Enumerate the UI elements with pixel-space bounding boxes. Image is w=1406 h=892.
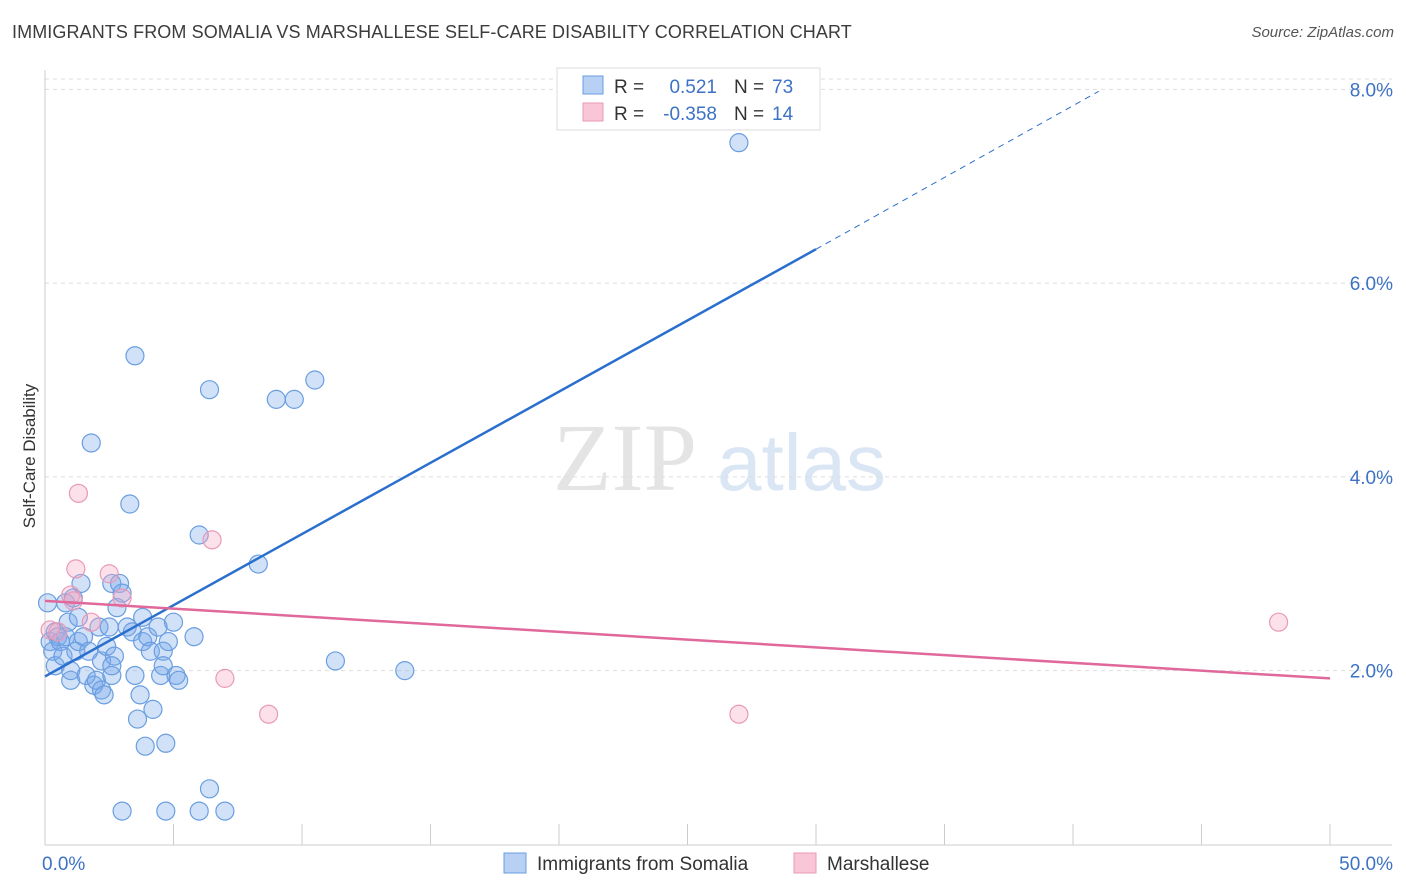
somalia-point-0 [37, 593, 58, 613]
marshallese-point-13 [1268, 612, 1289, 632]
y-tick-labels: 2.0% 4.0% 6.0% 8.0% [1350, 80, 1393, 682]
somalia-point-43 [127, 709, 148, 729]
marshallese-point-8 [112, 588, 132, 608]
somalia-trend-line [44, 248, 817, 678]
somalia-point-68 [266, 389, 286, 409]
marshallese-point-4 [66, 559, 86, 579]
marshallese-trend-line [44, 599, 1331, 680]
somalia-trend-extension [815, 90, 1099, 250]
stats-legend: R = 0.521 N = 73 R = -0.358 N = 14 [556, 67, 821, 131]
watermark-zip: ZIP [553, 404, 697, 511]
legend-r-value-somalia: 0.521 [669, 77, 717, 98]
somalia-point-19 [76, 665, 96, 686]
somalia-point-53 [153, 641, 173, 661]
somalia-point-61 [184, 627, 204, 647]
y-tick-label-0: 2.0% [1350, 662, 1393, 683]
legend-r-label-marshallese: R = [614, 104, 644, 125]
marshallese-point-9 [202, 530, 222, 550]
somalia-point-36 [112, 583, 132, 603]
watermark-atlas: atlas [717, 418, 886, 507]
bottom-legend-swatch-somalia [503, 852, 527, 874]
somalia-point-41 [125, 346, 145, 366]
somalia-point-47 [135, 736, 155, 756]
somalia-point-51 [148, 617, 168, 637]
trend-lines [44, 90, 1331, 680]
marshallese-point-5 [68, 483, 89, 503]
legend-swatch-marshallese [582, 102, 604, 122]
bottom-legend-swatch-marshallese [793, 852, 817, 874]
somalia-point-37 [112, 801, 132, 821]
somalia-point-32 [107, 598, 127, 618]
somalia-point-29 [99, 617, 119, 637]
somalia-point-71 [325, 651, 346, 671]
somalia-point-10 [58, 612, 78, 632]
somalia-point-58 [163, 612, 184, 632]
legend-swatch-somalia [582, 75, 604, 95]
x-tick-label-min: 0.0% [42, 854, 85, 875]
somalia-point-57 [158, 631, 178, 652]
somalia-point-25 [91, 651, 112, 671]
watermark: ZIP atlas [553, 404, 886, 511]
bottom-legend-label-marshallese: Marshallese [827, 854, 929, 875]
somalia-point-42 [125, 665, 145, 686]
marshallese-point-11 [258, 704, 279, 724]
marshallese-point-3 [63, 591, 83, 611]
marshallese-point-1 [48, 622, 68, 642]
marshallese-point-7 [99, 564, 119, 584]
legend-n-label-marshallese: N = [734, 104, 764, 125]
somalia-point-44 [130, 685, 150, 705]
somalia-point-70 [305, 370, 325, 390]
somalia-point-63 [189, 801, 209, 821]
somalia-point-72 [395, 661, 415, 681]
y-tick-label-3: 8.0% [1350, 80, 1393, 101]
series-legend: Immigrants from Somalia Marshallese [503, 852, 929, 875]
bottom-legend-label-somalia: Immigrants from Somalia [537, 854, 749, 875]
source-label: Source: ZipAtlas.com [1251, 24, 1394, 41]
somalia-point-39 [120, 494, 140, 514]
somalia-point-54 [153, 656, 173, 676]
somalia-point-21 [81, 433, 101, 453]
marshallese-point-10 [215, 668, 235, 688]
somalia-point-50 [143, 699, 163, 719]
marshallese-point-6 [81, 612, 101, 632]
somalia-point-64 [199, 779, 220, 799]
legend-n-value-somalia: 73 [772, 77, 793, 98]
somalia-point-2 [43, 641, 63, 661]
legend-r-label-somalia: R = [614, 77, 644, 98]
somalia-point-60 [169, 670, 189, 690]
x-tick-labels: 0.0% 50.0% [42, 854, 1393, 875]
x-tick-label-max: 50.0% [1339, 854, 1393, 875]
somalia-point-65 [199, 380, 220, 400]
y-tick-label-1: 4.0% [1350, 468, 1393, 489]
somalia-point-69 [284, 389, 304, 409]
somalia-point-34 [102, 656, 122, 676]
y-axis-label: Self-Care Disability [20, 383, 39, 528]
legend-n-value-marshallese: 14 [772, 104, 794, 125]
series-somalia-points [37, 133, 749, 821]
grid [45, 78, 1392, 672]
somalia-point-11 [61, 670, 81, 690]
somalia-point-27 [94, 685, 114, 705]
chart-title: IMMIGRANTS FROM SOMALIA VS MARSHALLESE S… [12, 22, 852, 42]
series-marshallese-points [40, 483, 1289, 724]
somalia-point-56 [156, 733, 176, 753]
legend-r-value-marshallese: -0.358 [663, 104, 717, 125]
somalia-point-62 [189, 525, 209, 545]
marshallese-point-12 [729, 704, 749, 724]
y-tick-label-2: 6.0% [1350, 274, 1393, 295]
axes [44, 70, 1392, 846]
somalia-point-33 [102, 665, 122, 686]
marshallese-point-0 [40, 620, 60, 640]
somalia-point-55 [156, 801, 176, 821]
somalia-point-66 [215, 801, 235, 821]
somalia-point-73 [729, 133, 749, 153]
somalia-point-48 [138, 627, 158, 647]
legend-n-label-somalia: N = [734, 77, 764, 98]
